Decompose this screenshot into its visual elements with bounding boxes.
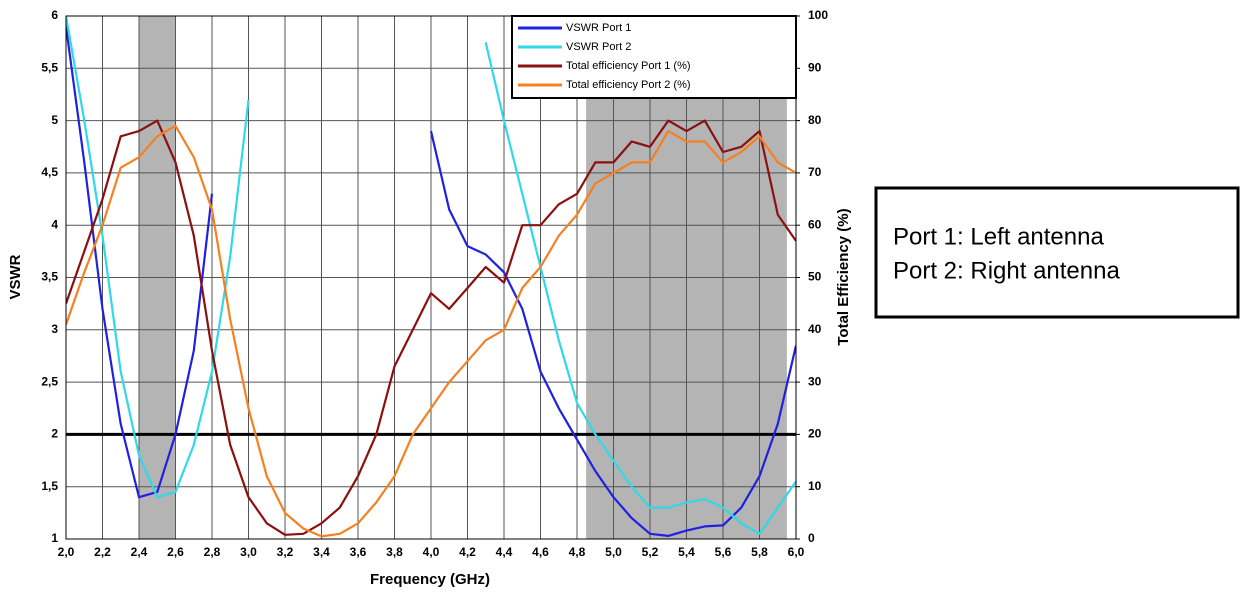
legend-label: VSWR Port 2 (566, 41, 631, 53)
legend-label: Total efficiency Port 1 (%) (566, 60, 691, 72)
x-tick-label: 2,2 (94, 545, 111, 559)
x-tick-label: 4,8 (569, 545, 586, 559)
x-tick-label: 3,6 (350, 545, 367, 559)
y-tick-label: 1,5 (41, 479, 58, 493)
x-tick-label: 5,2 (642, 545, 659, 559)
x-tick-label: 5,0 (605, 545, 622, 559)
y-tick-label: 1 (51, 531, 58, 545)
y2-tick-label: 60 (808, 217, 822, 231)
y-tick-label: 2 (51, 427, 58, 441)
y2-tick-label: 70 (808, 165, 822, 179)
x-tick-label: 2,8 (204, 545, 221, 559)
annotation: Port 2: Right antenna (893, 257, 1120, 284)
y-tick-label: 4,5 (41, 165, 58, 179)
x-axis-label: Frequency (GHz) (370, 571, 490, 588)
annotation: Port 1: Left antenna (893, 223, 1104, 250)
annotation-box (874, 186, 1240, 319)
x-tick-label: 6,0 (788, 545, 805, 559)
y-tick-label: 3,5 (41, 270, 58, 284)
series-line (66, 26, 796, 537)
x-tick-label: 2,6 (167, 545, 184, 559)
y-tick-label: 5,5 (41, 60, 58, 74)
x-tick-label: 2,4 (131, 545, 148, 559)
x-tick-label: 3,0 (240, 545, 257, 559)
y2-tick-label: 10 (808, 479, 822, 493)
legend-label: VSWR Port 1 (566, 22, 631, 34)
y2-tick-label: 100 (808, 8, 828, 22)
y2-tick-label: 0 (808, 531, 815, 545)
x-tick-label: 2,0 (58, 545, 75, 559)
x-tick-label: 4,0 (423, 545, 440, 559)
y2-tick-label: 90 (808, 60, 822, 74)
y-tick-label: 6 (51, 8, 58, 22)
y2-tick-label: 30 (808, 374, 822, 388)
x-tick-label: 5,6 (715, 545, 732, 559)
x-tick-label: 3,2 (277, 545, 294, 559)
x-tick-label: 5,8 (751, 545, 768, 559)
plot-frame (65, 15, 797, 540)
y2-tick-label: 50 (808, 270, 822, 284)
y-tick-label: 3 (51, 322, 58, 336)
x-tick-label: 4,4 (496, 545, 513, 559)
y2-tick-label: 20 (808, 427, 822, 441)
series-line (66, 124, 796, 538)
x-tick-label: 3,8 (386, 545, 403, 559)
series-line (66, 119, 796, 536)
series-line (66, 16, 796, 535)
x-tick-label: 4,2 (459, 545, 476, 559)
y2-tick-label: 40 (808, 322, 822, 336)
y2-tick-label: 80 (808, 113, 822, 127)
legend-label: Total efficiency Port 2 (%) (566, 79, 691, 91)
y-axis-label: VSWR (7, 254, 24, 299)
x-tick-label: 3,4 (313, 545, 330, 559)
x-tick-label: 4,6 (532, 545, 549, 559)
y2-axis-label: Total Efficiency (%) (835, 208, 852, 345)
y-tick-label: 5 (51, 113, 58, 127)
y-tick-label: 2,5 (41, 374, 58, 388)
x-tick-label: 5,4 (678, 545, 695, 559)
y-tick-label: 4 (51, 217, 58, 231)
